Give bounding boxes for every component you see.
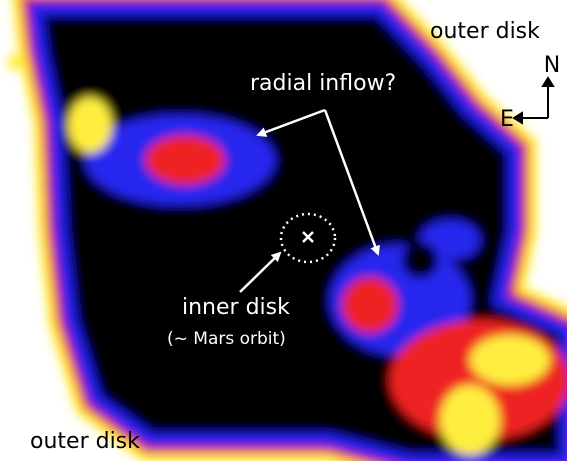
inner-disk-label: inner disk — [182, 295, 290, 320]
compass-north: N — [544, 53, 560, 78]
inner-disk-note: (~ Mars orbit) — [167, 329, 286, 349]
compass-east: E — [500, 107, 514, 132]
disk-image: outer disk radial inflow? inner disk (~ … — [0, 0, 567, 461]
radial-inflow-label: radial inflow? — [250, 71, 396, 96]
page: outer disk radial inflow? inner disk (~ … — [0, 0, 567, 461]
outer-disk-label: outer disk — [30, 429, 140, 454]
outer-disk-label: outer disk — [430, 19, 540, 44]
